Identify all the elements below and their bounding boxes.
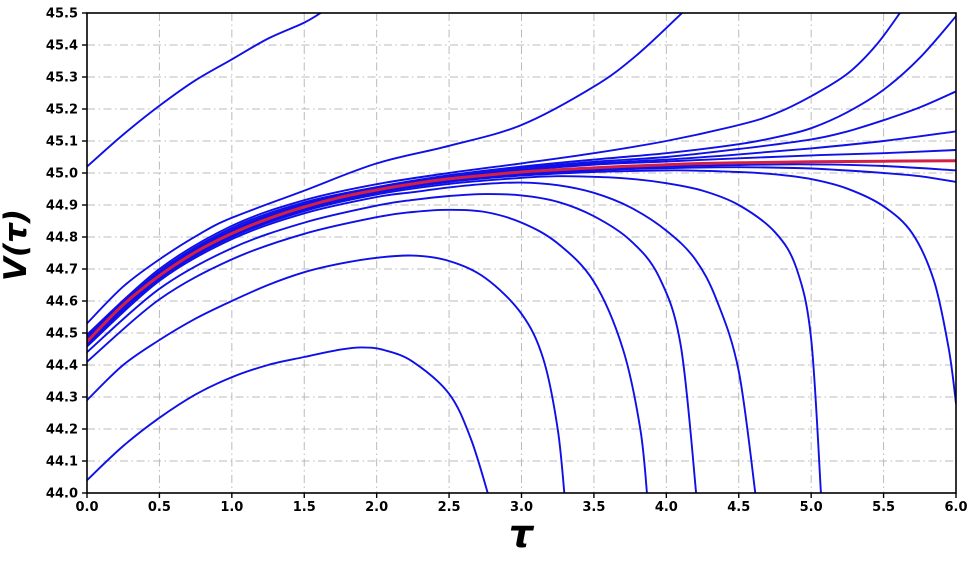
curves: [87, 13, 956, 493]
x-tick-label: 2.5: [438, 500, 461, 515]
curve-undershoot_4: [87, 193, 698, 493]
x-tick-label: 5.5: [872, 500, 895, 515]
y-tick-label: 44.7: [46, 263, 78, 278]
curve-undershoot_5: [87, 181, 757, 493]
curve-undershoot_6: [87, 175, 822, 493]
x-tick-label: 4.0: [655, 500, 678, 515]
curve-overshoot_3: [87, 13, 902, 336]
y-tick-label: 44.5: [46, 327, 78, 342]
tick-labels: 0.0 0.5 1.0 1.5 2.0 2.5 3.0 3.5 4.0 4.5 5.0 5.5 6.0 4…: [46, 7, 968, 516]
gridlines: [87, 13, 956, 493]
x-tick-label: 2.0: [365, 500, 388, 515]
y-tick-label: 45.1: [46, 135, 78, 150]
x-tick-label: 6.0: [944, 500, 967, 515]
curve-undershoot_3: [87, 208, 648, 493]
x-tick-label: 4.5: [727, 500, 750, 515]
curve-overshoot_1: [87, 13, 323, 168]
x-tick-label: 3.0: [510, 500, 533, 515]
y-tick-label: 45.5: [46, 7, 78, 22]
y-tick-label: 44.8: [46, 231, 78, 246]
curve-overshoot_5: [87, 90, 956, 339]
y-tick-label: 45.0: [46, 167, 78, 182]
curve-undershoot_2: [87, 254, 566, 493]
y-tick-label: 44.1: [46, 455, 78, 470]
y-tick-label: 44.3: [46, 391, 78, 406]
y-tick-label: 45.4: [46, 39, 78, 54]
curve-overshoot_2: [87, 13, 684, 325]
y-tick-label: 45.2: [46, 103, 78, 118]
axis-ticks: [82, 12, 957, 498]
y-tick-label: 44.2: [46, 423, 78, 438]
y-tick-label: 45.3: [46, 71, 78, 86]
y-tick-label: 44.6: [46, 295, 78, 310]
x-tick-label: 3.5: [582, 500, 605, 515]
y-tick-label: 44.0: [46, 487, 78, 502]
curve-overshoot_4: [87, 15, 956, 338]
y-tick-label: 44.4: [46, 359, 78, 374]
x-tick-label: 0.0: [75, 500, 98, 515]
x-tick-label: 1.5: [293, 500, 316, 515]
curve-undershoot_1: [87, 346, 489, 493]
curve-undershoot_7: [87, 169, 956, 405]
curve-converged_solution: [87, 159, 956, 344]
x-tick-label: 1.0: [220, 500, 243, 515]
x-tick-label: 0.5: [148, 500, 171, 515]
y-tick-label: 44.9: [46, 199, 78, 214]
x-tick-label: 5.0: [800, 500, 823, 515]
